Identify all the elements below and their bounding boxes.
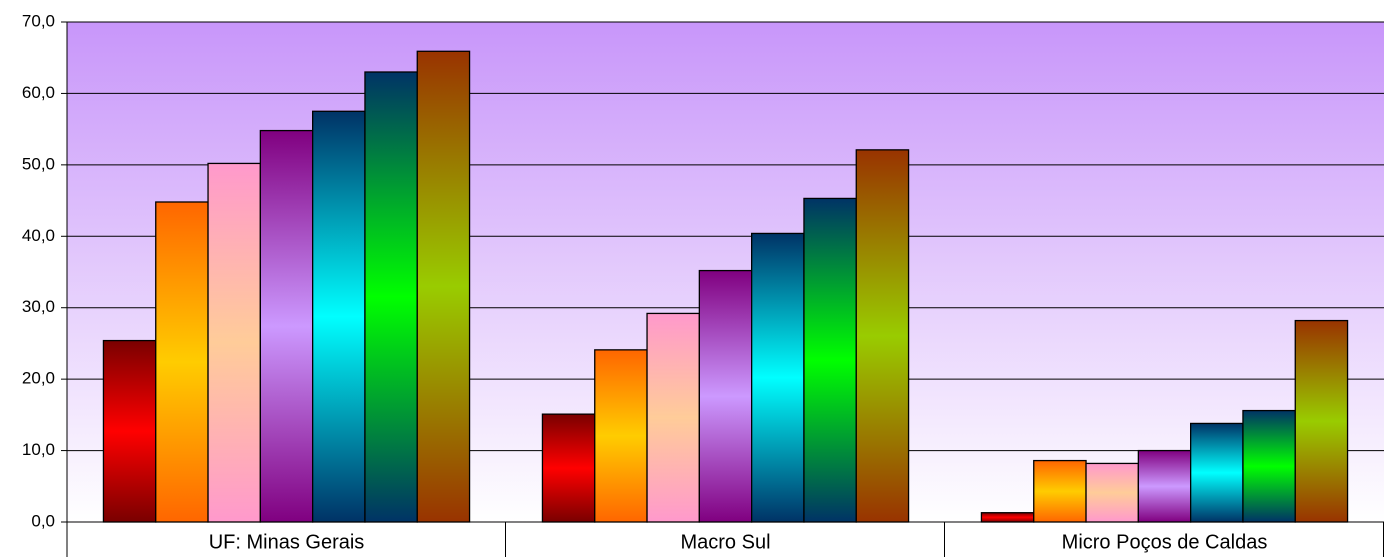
bar <box>980 512 1035 523</box>
x-tick-label: UF: Minas Gerais <box>209 531 365 553</box>
bar <box>646 312 700 523</box>
bar <box>594 349 648 523</box>
bar <box>855 149 910 523</box>
bar <box>1190 422 1244 523</box>
bar <box>803 197 857 523</box>
x-tick-label: Micro Poços de Caldas <box>1062 531 1268 553</box>
bar <box>541 413 596 523</box>
bar <box>102 339 157 523</box>
bar <box>1294 319 1349 523</box>
bar <box>207 162 261 523</box>
y-tick-label: 20,0 <box>22 369 55 388</box>
bar <box>1242 409 1296 523</box>
y-tick-label: 10,0 <box>22 440 55 459</box>
y-tick-label: 50,0 <box>22 154 55 173</box>
y-tick-label: 60,0 <box>22 83 55 102</box>
bar <box>1085 462 1139 523</box>
bar <box>312 110 366 523</box>
bar <box>259 129 314 523</box>
y-tick-label: 70,0 <box>22 11 55 30</box>
bar <box>416 50 471 523</box>
bar <box>364 71 418 523</box>
bar <box>751 232 805 523</box>
y-tick-label: 30,0 <box>22 297 55 316</box>
x-tick-label: Macro Sul <box>680 531 770 553</box>
bar <box>155 201 209 523</box>
bar <box>698 269 753 523</box>
bar <box>1033 459 1087 523</box>
y-tick-label: 40,0 <box>22 226 55 245</box>
y-tick-label: 0,0 <box>31 511 55 530</box>
bar <box>1137 449 1192 523</box>
